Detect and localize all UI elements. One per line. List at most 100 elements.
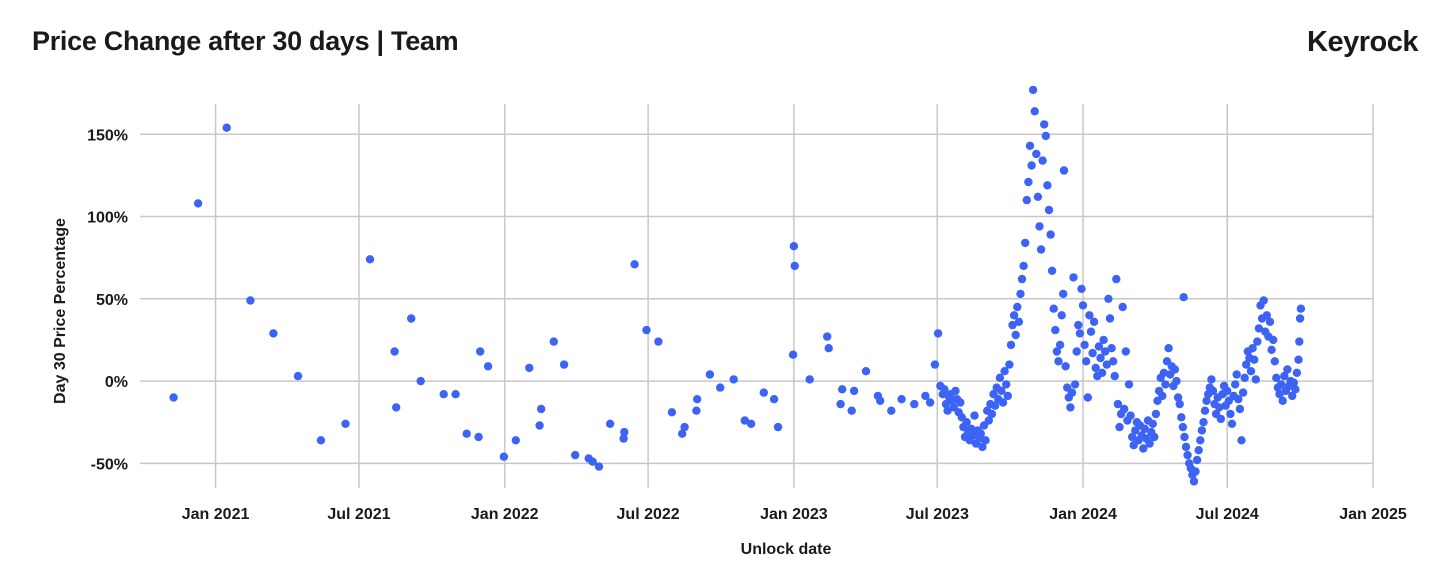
data-point	[1096, 353, 1105, 363]
data-point	[1288, 391, 1297, 401]
data-point	[619, 434, 628, 443]
data-point	[1192, 455, 1202, 465]
y-axis-label: Day 30 Price Percentage	[52, 218, 69, 404]
data-point	[847, 406, 856, 415]
data-point	[836, 399, 845, 409]
data-points	[169, 85, 1306, 486]
data-point	[1177, 413, 1186, 422]
data-point	[1150, 432, 1159, 442]
data-point	[1069, 273, 1078, 282]
data-point	[1059, 166, 1069, 175]
data-point	[1238, 388, 1248, 397]
data-point	[1097, 368, 1107, 377]
data-point	[1113, 399, 1123, 409]
data-point	[1099, 335, 1108, 345]
data-point	[887, 406, 896, 415]
data-point	[773, 422, 783, 432]
data-point	[951, 386, 960, 396]
data-point	[1046, 230, 1055, 239]
data-point	[1207, 375, 1216, 384]
data-point	[1283, 365, 1292, 374]
data-point	[1030, 107, 1039, 116]
data-point	[1183, 450, 1192, 460]
y-tick-label: 150%	[87, 127, 128, 144]
data-point	[984, 416, 993, 425]
data-point	[1148, 419, 1158, 428]
data-point	[439, 390, 448, 399]
data-point	[169, 393, 178, 402]
data-point	[1074, 320, 1083, 330]
data-point	[588, 457, 597, 466]
data-point	[1237, 436, 1246, 445]
data-point	[1254, 324, 1264, 333]
data-point	[1066, 403, 1075, 412]
data-point	[293, 371, 303, 381]
data-point	[1112, 274, 1121, 284]
data-point	[1292, 368, 1302, 377]
data-point	[1170, 365, 1180, 374]
data-point	[1178, 422, 1188, 432]
data-point	[1234, 395, 1243, 404]
data-point	[1118, 302, 1127, 312]
x-tick-label: Jul 2023	[906, 506, 969, 523]
data-point	[1061, 362, 1070, 371]
x-tick-label: Jan 2023	[760, 506, 828, 523]
data-point	[1041, 131, 1051, 141]
data-point	[1055, 340, 1065, 350]
data-point	[1128, 432, 1137, 442]
data-point	[1179, 293, 1188, 302]
data-point	[1057, 311, 1066, 320]
data-point	[925, 398, 935, 407]
data-point	[1267, 345, 1276, 354]
data-point	[1115, 422, 1124, 432]
data-point	[1197, 426, 1207, 435]
data-point	[1278, 396, 1287, 405]
data-point	[642, 325, 651, 335]
data-point	[805, 375, 814, 384]
data-point	[849, 386, 859, 396]
data-point	[1194, 446, 1203, 455]
data-point	[976, 429, 985, 438]
data-point	[474, 432, 483, 442]
data-point	[1296, 304, 1306, 313]
data-point	[1006, 340, 1016, 350]
x-tick-label: Jul 2021	[327, 506, 390, 523]
data-point	[1291, 385, 1300, 394]
data-point	[981, 436, 990, 445]
data-point	[605, 419, 615, 428]
data-point	[861, 367, 871, 376]
data-point	[316, 436, 326, 445]
data-point	[1070, 380, 1080, 389]
data-point	[1094, 342, 1104, 351]
data-point	[1054, 357, 1063, 366]
data-point	[269, 329, 278, 338]
data-point	[1248, 344, 1257, 353]
data-point	[1216, 414, 1226, 424]
data-point	[705, 370, 715, 379]
data-point	[716, 383, 725, 392]
data-point	[910, 399, 919, 409]
data-point	[1000, 367, 1009, 376]
data-point	[549, 337, 558, 346]
data-point	[407, 314, 416, 323]
data-point	[476, 347, 485, 356]
data-point	[1231, 380, 1240, 389]
data-point	[693, 395, 702, 404]
data-point	[789, 242, 799, 251]
x-tick-label: Jul 2024	[1196, 506, 1259, 523]
data-point	[1109, 357, 1118, 366]
data-point	[692, 406, 701, 415]
data-point	[1295, 337, 1304, 346]
data-point	[1040, 120, 1049, 129]
data-point	[1011, 330, 1020, 340]
data-point	[1027, 161, 1036, 170]
data-point	[1120, 404, 1129, 414]
data-point	[1008, 320, 1017, 330]
data-point	[1028, 85, 1038, 95]
data-point	[1126, 411, 1135, 420]
data-point	[559, 360, 569, 369]
data-point	[788, 350, 798, 359]
y-tick-label: 0%	[105, 374, 128, 391]
data-point	[1110, 371, 1119, 381]
